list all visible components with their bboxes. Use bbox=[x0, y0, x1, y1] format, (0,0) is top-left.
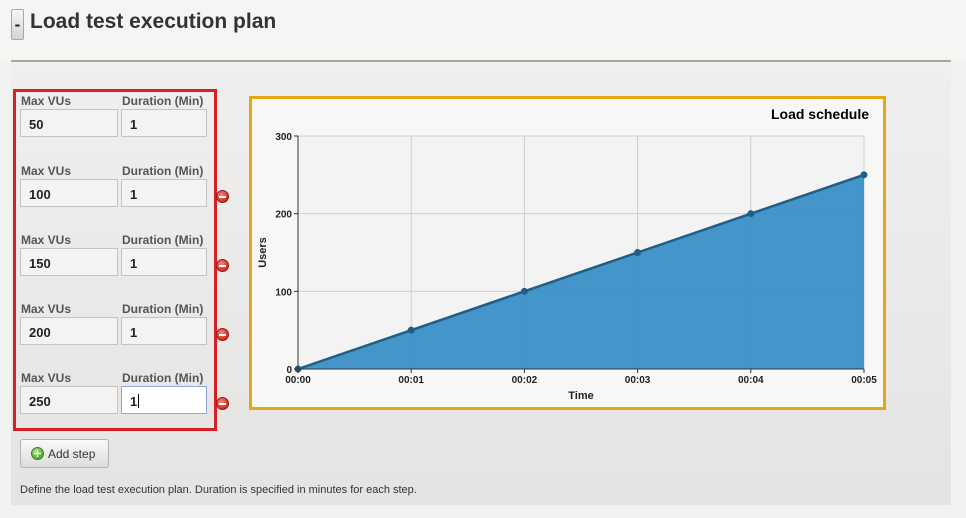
max-vus-label: Max VUs bbox=[21, 94, 72, 108]
x-tick-label: 00:01 bbox=[398, 375, 424, 386]
data-point bbox=[860, 171, 868, 179]
max-vus-input[interactable]: 50 bbox=[20, 109, 118, 137]
duration-label: Duration (Min) bbox=[122, 164, 204, 178]
duration-label: Duration (Min) bbox=[122, 94, 204, 108]
load-schedule-chart: Load schedule 0 100 200 300 00:00 00:01 00:02 0… bbox=[249, 96, 886, 410]
y-tick-label: 300 bbox=[275, 132, 292, 143]
duration-input[interactable]: 1 bbox=[121, 109, 207, 137]
duration-input[interactable]: 1 bbox=[121, 248, 207, 276]
duration-label: Duration (Min) bbox=[122, 371, 204, 385]
step-row: Max VUs Duration (Min) 150 1 bbox=[0, 233, 240, 293]
x-tick-label: 00:00 bbox=[285, 375, 311, 386]
x-tick-label: 00:04 bbox=[738, 375, 764, 386]
steps-highlight-box bbox=[13, 89, 217, 431]
data-point bbox=[520, 287, 528, 295]
y-tick-label: 100 bbox=[275, 287, 292, 298]
max-vus-input[interactable]: 100 bbox=[20, 179, 118, 207]
text-caret bbox=[138, 394, 140, 408]
duration-label: Duration (Min) bbox=[122, 302, 204, 316]
data-point bbox=[407, 326, 415, 334]
help-text: Define the load test execution plan. Dur… bbox=[20, 484, 417, 496]
max-vus-input[interactable]: 200 bbox=[20, 317, 118, 345]
data-point bbox=[634, 249, 642, 256]
remove-step-icon[interactable] bbox=[216, 190, 229, 203]
remove-step-icon[interactable] bbox=[216, 397, 229, 410]
remove-step-icon[interactable] bbox=[216, 259, 229, 272]
duration-input[interactable]: 1 bbox=[121, 386, 207, 414]
max-vus-label: Max VUs bbox=[21, 233, 72, 247]
y-tick-label: 200 bbox=[275, 210, 292, 221]
section-header: - Load test execution plan bbox=[0, 0, 966, 62]
max-vus-label: Max VUs bbox=[21, 164, 72, 178]
step-row: Max VUs Duration (Min) 200 1 bbox=[0, 302, 240, 362]
step-row: Max VUs Duration (Min) 250 1 bbox=[0, 371, 240, 431]
y-tick-label: 0 bbox=[286, 365, 292, 376]
page-title: Load test execution plan bbox=[30, 10, 277, 33]
x-tick-label: 00:05 bbox=[851, 375, 877, 386]
step-row: Max VUs Duration (Min) 100 1 bbox=[0, 164, 240, 224]
y-axis-label: Users bbox=[257, 237, 269, 268]
add-step-button[interactable]: Add step bbox=[20, 439, 109, 468]
step-row: Max VUs Duration (Min) 50 1 bbox=[0, 94, 240, 154]
duration-label: Duration (Min) bbox=[122, 233, 204, 247]
x-axis-label: Time bbox=[568, 390, 593, 402]
duration-input[interactable]: 1 bbox=[121, 179, 207, 207]
chart-plot: 0 100 200 300 00:00 00:01 00:02 00:03 00:04 00:05… bbox=[257, 132, 877, 402]
chart-title: Load schedule bbox=[770, 106, 869, 122]
remove-step-icon[interactable] bbox=[216, 328, 229, 341]
max-vus-label: Max VUs bbox=[21, 371, 72, 385]
duration-value: 1 bbox=[130, 394, 138, 409]
collapse-button[interactable]: - bbox=[11, 9, 24, 40]
plus-icon bbox=[31, 447, 44, 460]
max-vus-input[interactable]: 150 bbox=[20, 248, 118, 276]
max-vus-label: Max VUs bbox=[21, 302, 72, 316]
header-divider bbox=[11, 60, 951, 62]
data-point bbox=[747, 210, 755, 218]
duration-input[interactable]: 1 bbox=[121, 317, 207, 345]
max-vus-input[interactable]: 250 bbox=[20, 386, 118, 414]
series-line bbox=[297, 173, 865, 371]
add-step-label: Add step bbox=[48, 446, 96, 461]
x-tick-label: 00:03 bbox=[625, 375, 651, 386]
x-tick-label: 00:02 bbox=[512, 375, 538, 386]
